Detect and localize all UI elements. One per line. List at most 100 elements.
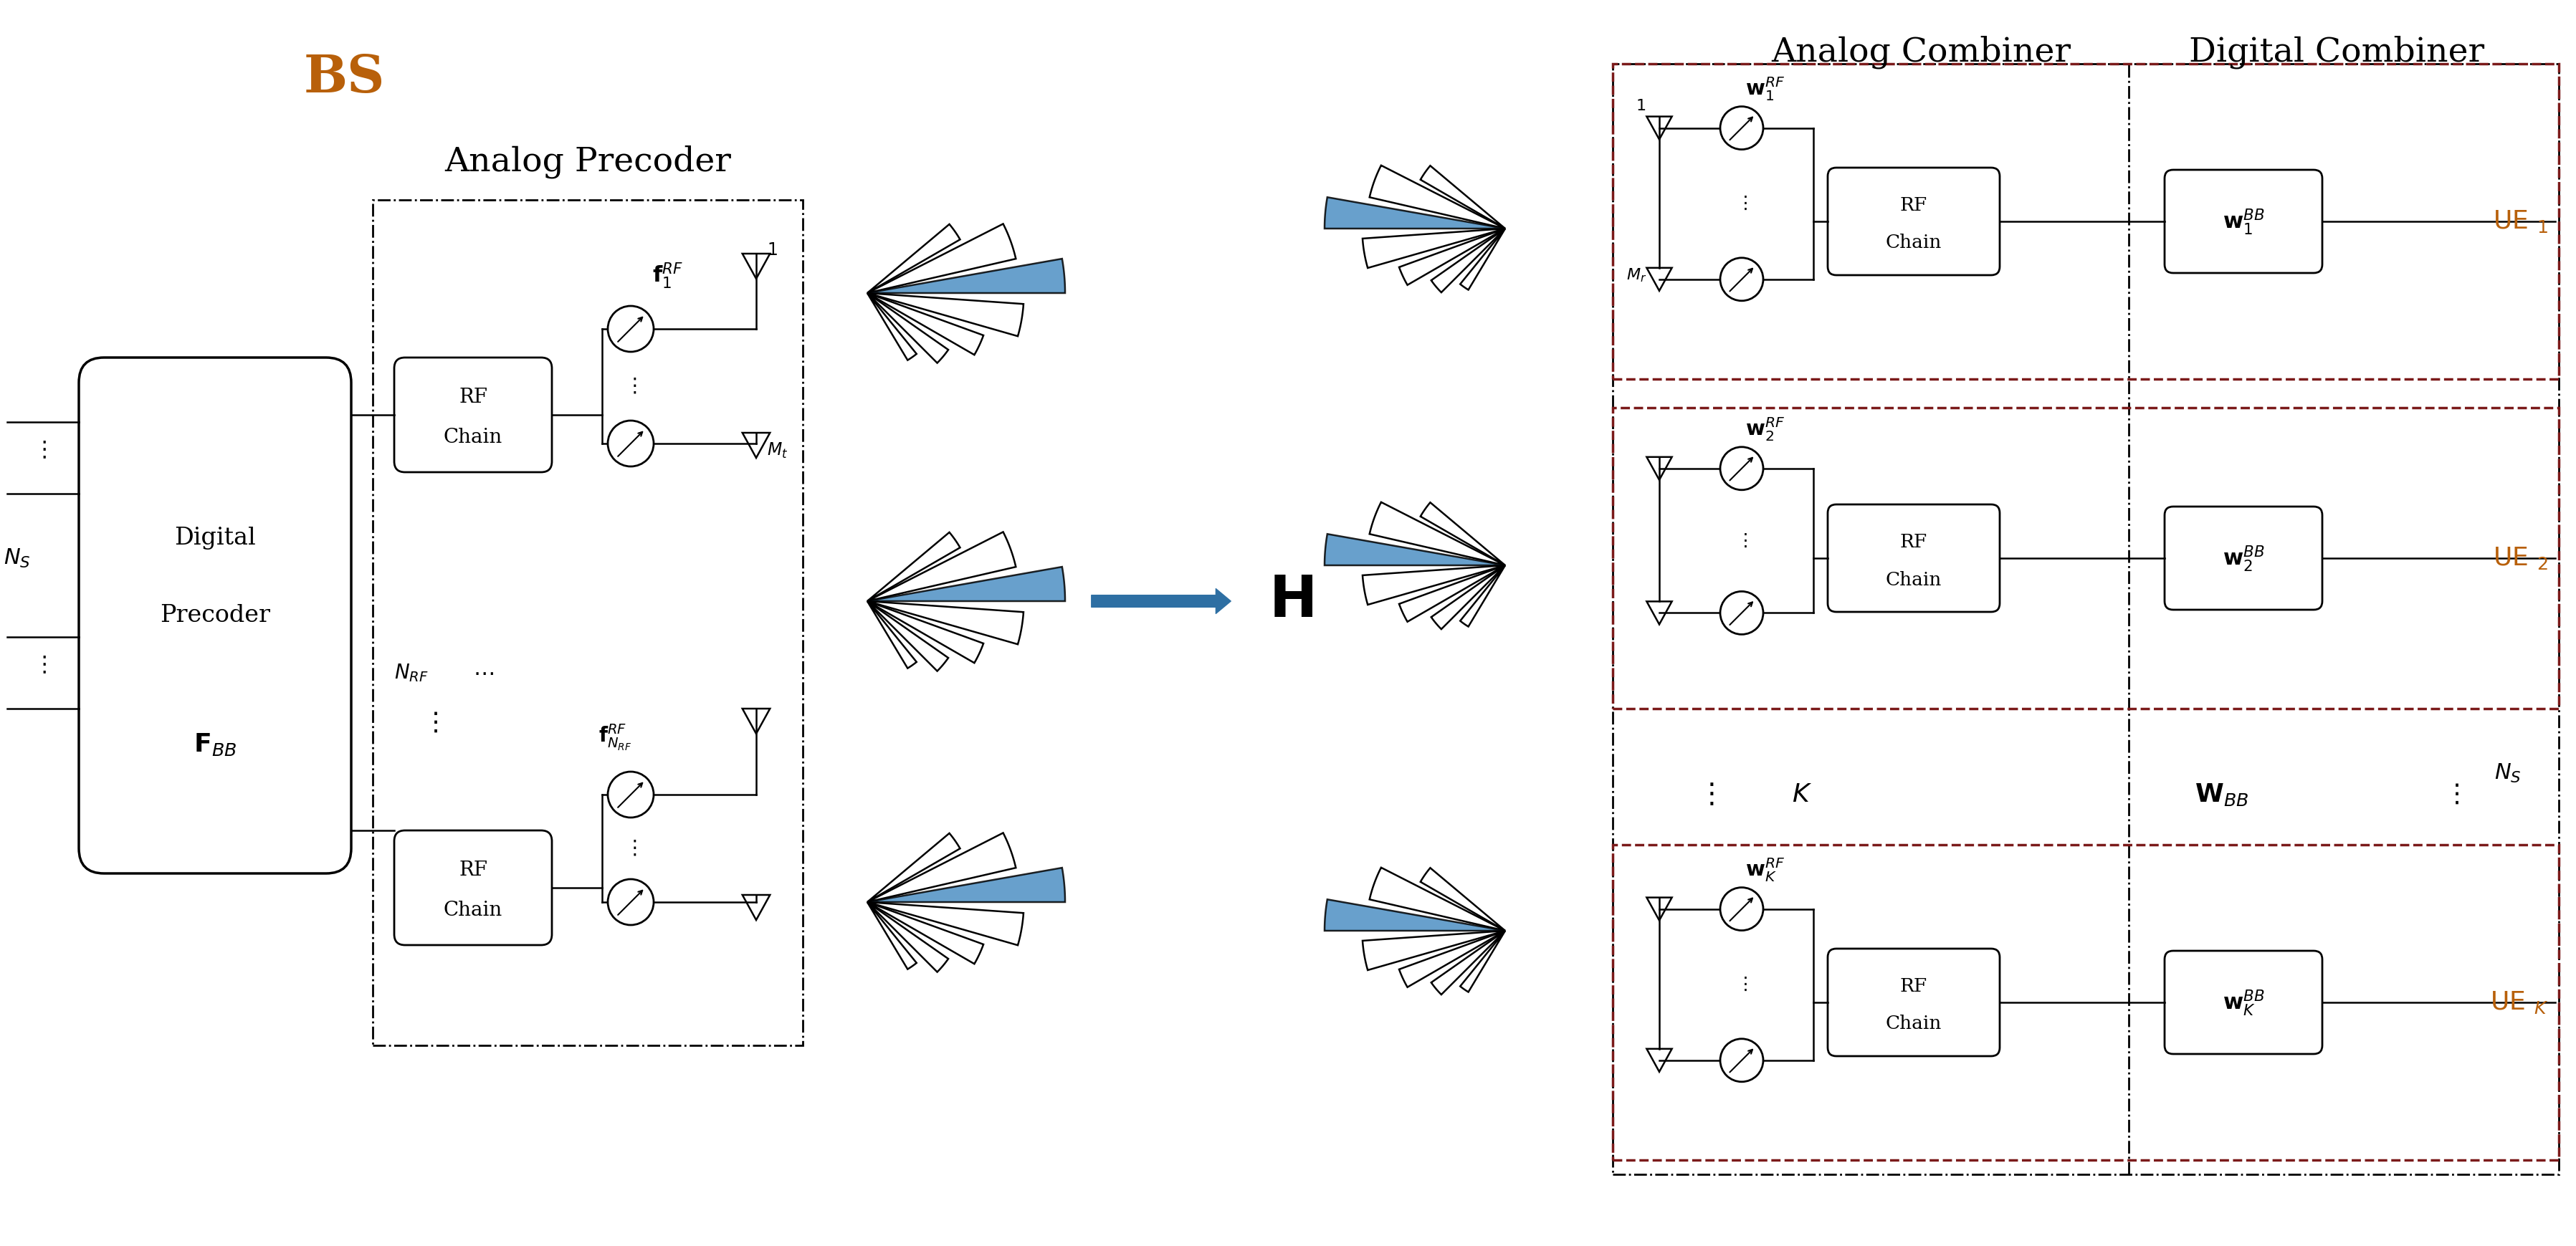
Polygon shape bbox=[1399, 228, 1504, 285]
Polygon shape bbox=[1363, 228, 1504, 268]
Polygon shape bbox=[1363, 931, 1504, 971]
Text: $N_S$: $N_S$ bbox=[2494, 763, 2522, 784]
Polygon shape bbox=[1324, 900, 1504, 931]
Text: $\mathbf{f}_1^{RF}$: $\mathbf{f}_1^{RF}$ bbox=[652, 260, 683, 290]
Text: RF: RF bbox=[1901, 533, 1927, 551]
Circle shape bbox=[1721, 447, 1762, 490]
Polygon shape bbox=[1370, 867, 1504, 931]
Text: $M_t$: $M_t$ bbox=[768, 441, 788, 460]
Bar bbox=[1613, 64, 2558, 1174]
Polygon shape bbox=[1324, 535, 1504, 566]
Polygon shape bbox=[1461, 931, 1504, 992]
Text: $\mathbf{w}_1^{BB}$: $\mathbf{w}_1^{BB}$ bbox=[2223, 207, 2264, 235]
Text: Analog Combiner: Analog Combiner bbox=[1772, 35, 2071, 69]
Text: Chain: Chain bbox=[1886, 571, 1942, 588]
Circle shape bbox=[1721, 258, 1762, 300]
Text: Chain: Chain bbox=[1886, 1015, 1942, 1033]
Circle shape bbox=[1721, 106, 1762, 150]
Polygon shape bbox=[868, 902, 984, 964]
Text: UE $_{K}$: UE $_{K}$ bbox=[2491, 989, 2548, 1015]
Polygon shape bbox=[1324, 197, 1504, 228]
Polygon shape bbox=[868, 601, 948, 672]
Circle shape bbox=[608, 771, 654, 817]
Polygon shape bbox=[1432, 566, 1504, 629]
Polygon shape bbox=[1370, 502, 1504, 566]
Polygon shape bbox=[1432, 228, 1504, 293]
Text: $\vdots$: $\vdots$ bbox=[2445, 782, 2460, 806]
Polygon shape bbox=[868, 532, 1015, 601]
Circle shape bbox=[1721, 592, 1762, 634]
Text: BS: BS bbox=[304, 52, 384, 103]
Text: $\mathbf{F}_{BB}$: $\mathbf{F}_{BB}$ bbox=[193, 731, 237, 758]
Text: Digital Combiner: Digital Combiner bbox=[2190, 35, 2483, 69]
Polygon shape bbox=[868, 259, 1064, 293]
Polygon shape bbox=[1399, 566, 1504, 622]
Polygon shape bbox=[868, 902, 948, 972]
Text: RF: RF bbox=[1901, 197, 1927, 214]
Bar bbox=[1613, 407, 2558, 709]
Polygon shape bbox=[868, 601, 1023, 644]
Polygon shape bbox=[868, 293, 948, 363]
Text: $\vdots$: $\vdots$ bbox=[1698, 781, 1713, 809]
Text: RF: RF bbox=[1901, 977, 1927, 996]
Polygon shape bbox=[868, 224, 1015, 293]
Text: $\vdots$: $\vdots$ bbox=[33, 440, 46, 461]
Polygon shape bbox=[1399, 931, 1504, 987]
Circle shape bbox=[1721, 887, 1762, 931]
Polygon shape bbox=[868, 224, 961, 293]
Text: $N_{RF}$: $N_{RF}$ bbox=[394, 662, 428, 684]
FancyArrowPatch shape bbox=[1092, 588, 1231, 613]
Polygon shape bbox=[868, 867, 1064, 902]
Polygon shape bbox=[868, 902, 917, 969]
Text: 1: 1 bbox=[768, 242, 778, 259]
Text: $\vdots$: $\vdots$ bbox=[33, 655, 46, 677]
Polygon shape bbox=[1419, 868, 1504, 931]
FancyBboxPatch shape bbox=[2164, 951, 2324, 1054]
Polygon shape bbox=[1432, 931, 1504, 994]
Text: $\vdots$: $\vdots$ bbox=[1736, 532, 1747, 549]
FancyBboxPatch shape bbox=[2164, 169, 2324, 273]
Text: Chain: Chain bbox=[443, 901, 502, 921]
Bar bbox=[374, 199, 804, 1045]
FancyBboxPatch shape bbox=[80, 358, 350, 873]
FancyBboxPatch shape bbox=[1829, 168, 1999, 275]
FancyBboxPatch shape bbox=[1829, 948, 1999, 1057]
Polygon shape bbox=[868, 601, 984, 663]
Text: $\mathbf{w}_2^{BB}$: $\mathbf{w}_2^{BB}$ bbox=[2223, 543, 2264, 573]
Text: $\mathbf{w}_2^{RF}$: $\mathbf{w}_2^{RF}$ bbox=[1747, 415, 1785, 442]
Text: RF: RF bbox=[459, 861, 487, 880]
Polygon shape bbox=[868, 601, 917, 668]
Polygon shape bbox=[1419, 166, 1504, 228]
Text: $M_r$: $M_r$ bbox=[1625, 267, 1646, 283]
Circle shape bbox=[608, 421, 654, 466]
Polygon shape bbox=[868, 832, 1015, 902]
Text: $\vdots$: $\vdots$ bbox=[623, 839, 636, 858]
FancyBboxPatch shape bbox=[2164, 507, 2324, 609]
Circle shape bbox=[608, 880, 654, 925]
Polygon shape bbox=[868, 902, 1023, 946]
Polygon shape bbox=[868, 532, 961, 601]
Polygon shape bbox=[868, 293, 917, 360]
Text: $\mathbf{w}_K^{BB}$: $\mathbf{w}_K^{BB}$ bbox=[2223, 988, 2264, 1017]
FancyBboxPatch shape bbox=[1829, 505, 1999, 612]
Text: Chain: Chain bbox=[1886, 234, 1942, 252]
Text: RF: RF bbox=[459, 388, 487, 407]
Text: $\mathbf{w}_1^{RF}$: $\mathbf{w}_1^{RF}$ bbox=[1747, 75, 1785, 102]
Polygon shape bbox=[868, 293, 984, 355]
Text: $K$: $K$ bbox=[1793, 782, 1811, 806]
Polygon shape bbox=[1461, 228, 1504, 290]
Text: $\cdots$: $\cdots$ bbox=[474, 663, 495, 683]
Text: UE $_{1}$: UE $_{1}$ bbox=[2494, 208, 2548, 234]
Text: $\vdots$: $\vdots$ bbox=[1736, 196, 1747, 212]
Polygon shape bbox=[868, 567, 1064, 601]
Bar bbox=[1613, 845, 2558, 1160]
Text: $\mathbf{W}_{BB}$: $\mathbf{W}_{BB}$ bbox=[2195, 781, 2249, 807]
Text: $\vdots$: $\vdots$ bbox=[623, 376, 636, 396]
Text: $\mathbf{w}_K^{RF}$: $\mathbf{w}_K^{RF}$ bbox=[1747, 856, 1785, 883]
Polygon shape bbox=[1419, 502, 1504, 566]
Polygon shape bbox=[1370, 166, 1504, 228]
Polygon shape bbox=[868, 293, 1023, 336]
Text: $\vdots$: $\vdots$ bbox=[1736, 976, 1747, 993]
Text: $\vdots$: $\vdots$ bbox=[422, 710, 438, 735]
Circle shape bbox=[1721, 1039, 1762, 1082]
